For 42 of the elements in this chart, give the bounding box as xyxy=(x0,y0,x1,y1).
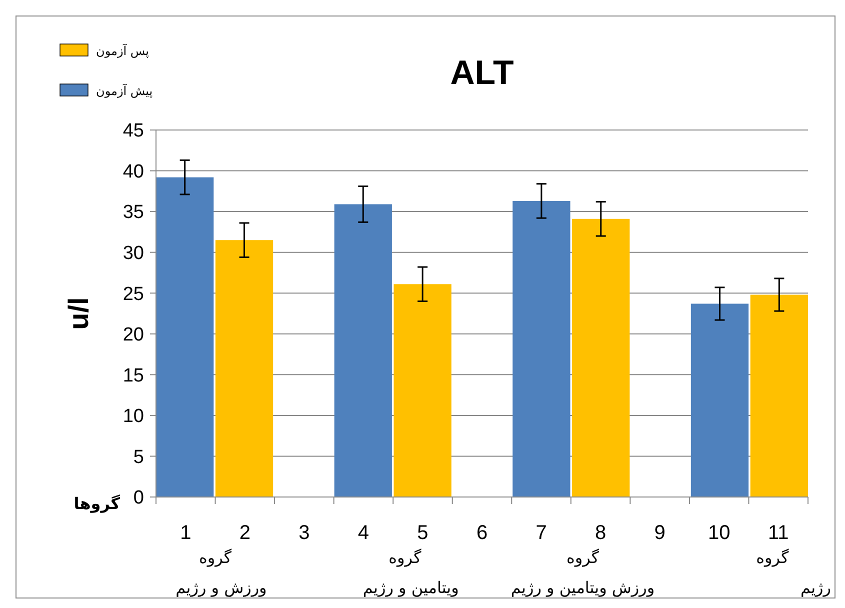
x-tick-label: 9 xyxy=(654,522,666,544)
x-tick-label: 10 xyxy=(708,522,730,544)
x-tick-label: 1 xyxy=(180,522,192,544)
text: ورزش و رژیم xyxy=(176,578,267,597)
bar xyxy=(750,294,808,497)
bar xyxy=(334,204,392,497)
x-tick-label: 4 xyxy=(358,522,370,544)
text: گروه xyxy=(388,548,422,567)
text: رژیم xyxy=(800,578,831,597)
y-tick-label: 40 xyxy=(122,161,144,182)
y-tick-label: 15 xyxy=(122,365,144,386)
text: ورزش ویتامین و رژیم xyxy=(510,578,655,597)
x-axis-title: گروها xyxy=(74,494,121,513)
y-tick-label: 30 xyxy=(122,242,144,264)
bar xyxy=(215,240,274,497)
x-tick-label: 2 xyxy=(239,522,250,544)
x-tick-label: 11 xyxy=(768,522,789,544)
y-tick-label: 25 xyxy=(122,284,144,305)
text: ویتامین و رژیم xyxy=(362,578,459,597)
text: گروه xyxy=(566,548,600,567)
y-tick-label: 20 xyxy=(122,324,144,346)
bar xyxy=(394,284,452,497)
text: گروه xyxy=(756,548,790,567)
legend-label: پس آزمون xyxy=(96,43,150,58)
y-tick-label: 35 xyxy=(122,202,144,224)
y-tick-label: 45 xyxy=(122,120,144,142)
bar xyxy=(572,218,630,497)
bar xyxy=(156,177,214,497)
x-tick-label: 8 xyxy=(594,522,606,544)
y-tick-label: 0 xyxy=(133,488,144,509)
x-tick-label: 5 xyxy=(417,522,428,544)
bar xyxy=(690,304,749,497)
legend-label: پیش آزمون xyxy=(96,83,153,98)
y-tick-label: 5 xyxy=(133,446,144,468)
x-tick-label: 7 xyxy=(536,522,547,544)
y-tick-label: 10 xyxy=(122,406,144,428)
chart-title: ALT xyxy=(450,54,514,92)
x-tick-label: 6 xyxy=(476,522,488,544)
y-axis-title: u/l xyxy=(63,297,94,330)
bar xyxy=(512,200,570,497)
x-tick-label: 3 xyxy=(298,522,310,544)
text: گروه xyxy=(198,548,232,567)
